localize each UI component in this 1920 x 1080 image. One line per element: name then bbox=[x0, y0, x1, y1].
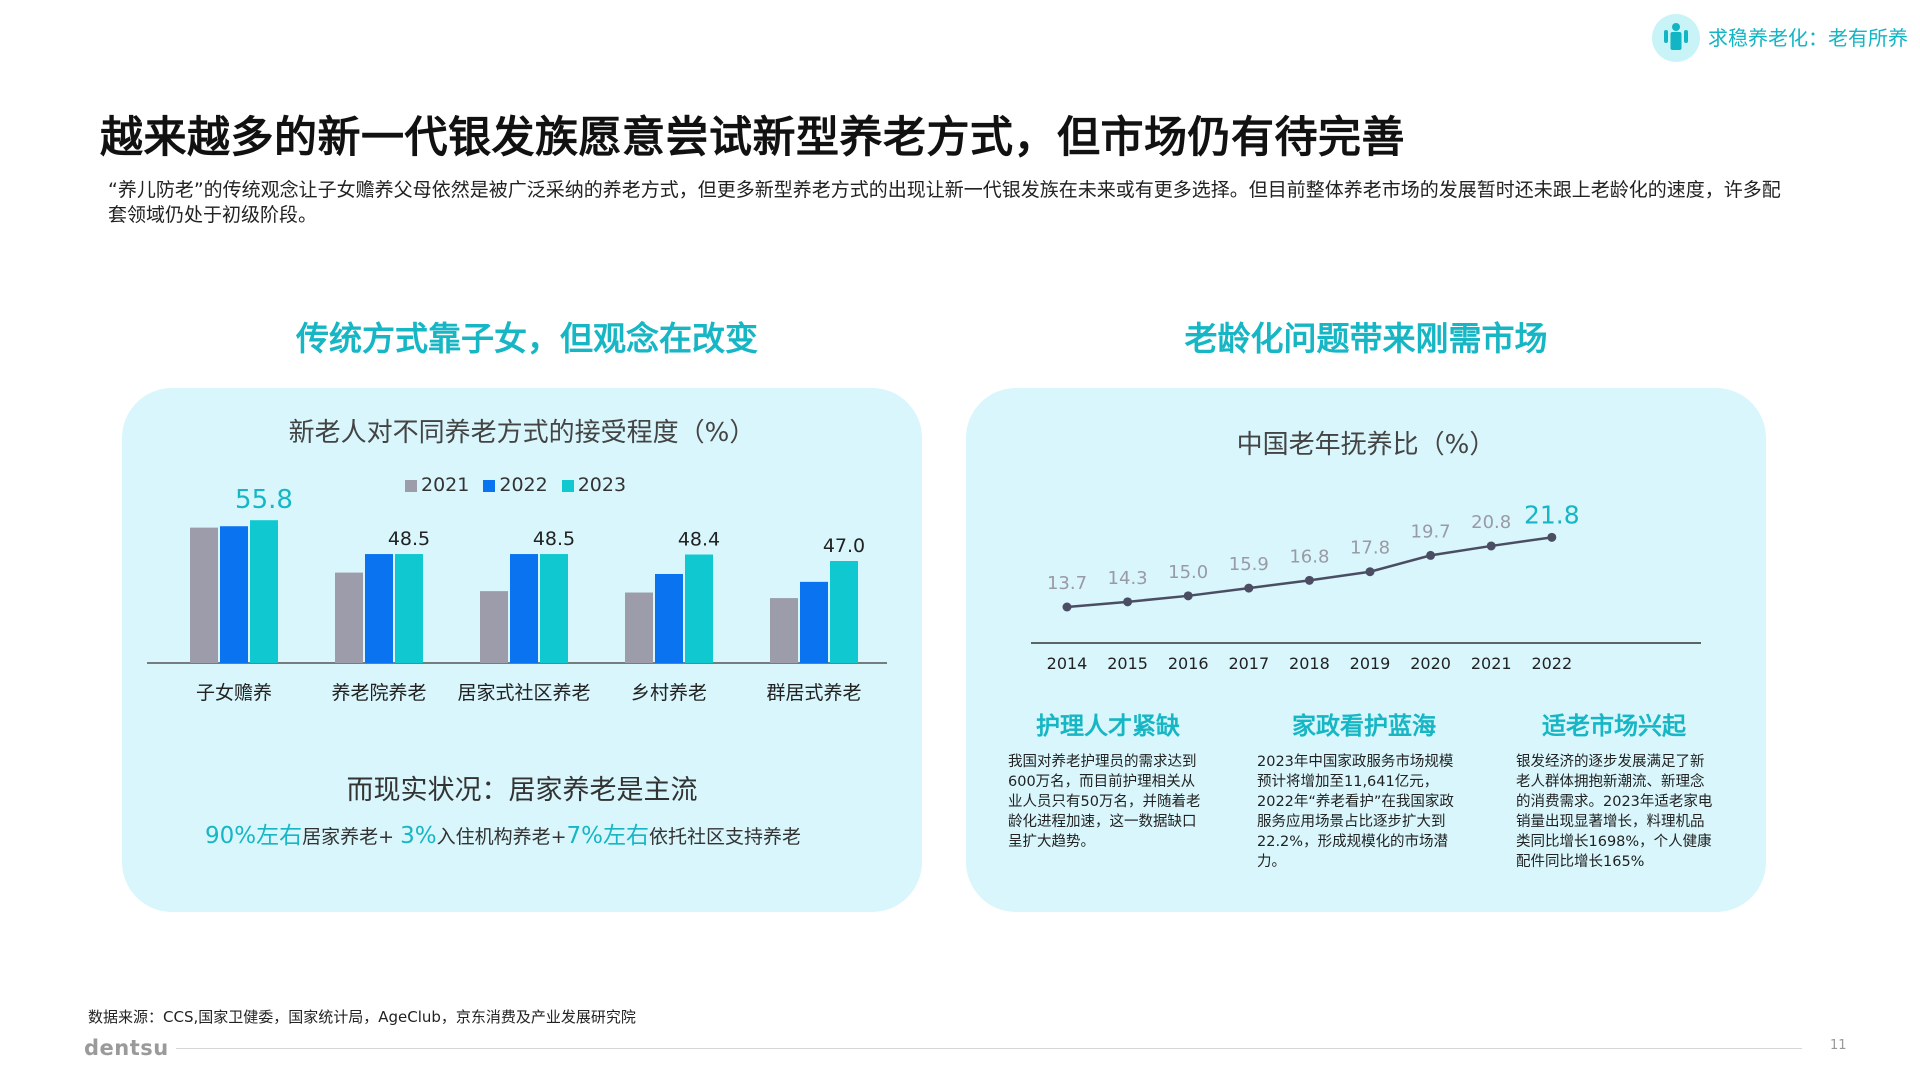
bar-2022-3 bbox=[655, 573, 683, 663]
line-point-2020 bbox=[1426, 550, 1436, 560]
card-text-nursing: 我国对养老护理员的需求达到600万名，而目前护理相关从业人员只有50万名，并随着… bbox=[1008, 754, 1201, 850]
bar-chart-title: 新老人对不同养老方式的接受程度（%） bbox=[288, 418, 756, 448]
line-data-label-2020: 19.7 bbox=[1411, 521, 1451, 542]
legend-swatch-2021 bbox=[405, 479, 417, 492]
card-text-housekeeping: 2023年中国家政服务市场规模预计将增加至11,641亿元，2022年“养老看护… bbox=[1257, 754, 1454, 870]
bar-data-label-1: 48.5 bbox=[388, 528, 430, 550]
line-data-label-2022: 21.8 bbox=[1524, 500, 1580, 529]
card-title-housekeeping: 家政看护蓝海 bbox=[1292, 712, 1436, 740]
line-x-label-2021: 2021 bbox=[1471, 654, 1512, 673]
bar-2022-2 bbox=[510, 554, 538, 663]
line-point-2015 bbox=[1123, 597, 1133, 607]
line-point-2014 bbox=[1062, 602, 1072, 612]
bar-2022-0 bbox=[220, 526, 248, 663]
bar-data-label-2: 48.5 bbox=[533, 528, 575, 550]
bar-2021-1 bbox=[335, 572, 363, 663]
reality-percent-community: 7%左右 bbox=[566, 823, 650, 849]
reality-label-community: 依托社区支持养老 bbox=[649, 826, 802, 848]
legend-2023: 2023 bbox=[561, 474, 626, 496]
header-badge: 求稳养老化：老有所养 bbox=[1708, 26, 1908, 50]
line-chart-title: 中国老年抚养比（%） bbox=[1236, 430, 1496, 460]
bar-category-label-1: 养老院养老 bbox=[331, 682, 426, 704]
line-point-2017 bbox=[1244, 583, 1254, 593]
line-x-label-2017: 2017 bbox=[1228, 654, 1269, 673]
bar-data-label-3: 48.4 bbox=[678, 529, 720, 551]
bar-2023-1 bbox=[395, 554, 423, 663]
legend-2021: 2021 bbox=[405, 474, 469, 496]
bar-chart-legend: 2021 2022 2023 bbox=[405, 474, 626, 496]
line-x-label-2018: 2018 bbox=[1289, 654, 1330, 673]
line-x-label-2014: 2014 bbox=[1047, 654, 1088, 673]
left-section-heading: 传统方式靠子女，但观念在改变 bbox=[296, 319, 758, 358]
bar-2023-3 bbox=[685, 554, 713, 663]
line-data-label-2021: 20.8 bbox=[1471, 512, 1511, 533]
person-icon bbox=[1652, 14, 1700, 62]
bar-data-label-4: 47.0 bbox=[823, 535, 865, 557]
page-subtitle: “养儿防老”的传统观念让子女赡养父母依然是被广泛采纳的养老方式，但更多新型养老方… bbox=[108, 179, 1781, 226]
bar-2021-3 bbox=[625, 592, 653, 663]
bar-data-label-0: 55.8 bbox=[235, 485, 293, 515]
right-section-heading: 老龄化问题带来刚需市场 bbox=[1184, 319, 1548, 358]
line-chart: 13.7 2014 14.3 2015 15.0 2016 15.9 2017 16.8 2018… bbox=[1031, 500, 1701, 673]
bar-2023-4 bbox=[830, 561, 858, 663]
line-data-label-2014: 13.7 bbox=[1047, 573, 1087, 594]
line-data-label-2015: 14.3 bbox=[1108, 568, 1148, 589]
bar-2022-1 bbox=[365, 554, 393, 663]
line-data-label-2016: 15.0 bbox=[1168, 562, 1208, 583]
line-x-label-2022: 2022 bbox=[1531, 654, 1572, 673]
line-x-label-2016: 2016 bbox=[1168, 654, 1209, 673]
line-point-2018 bbox=[1304, 575, 1314, 585]
bar-chart: 55.8 子女赡养 48.5 养老院养老 48.5 居家式社区养老 48.4 乡村养老 47.0… bbox=[147, 485, 887, 704]
page-number: 11 bbox=[1830, 1038, 1847, 1053]
line-point-2021 bbox=[1486, 541, 1496, 551]
reality-percent-institution: 3% bbox=[400, 823, 437, 849]
footer-divider bbox=[176, 1048, 1802, 1049]
brand-logo: dentsu bbox=[84, 1036, 169, 1060]
line-x-label-2019: 2019 bbox=[1350, 654, 1391, 673]
reality-heading: 而现实状况：居家养老是主流 bbox=[346, 775, 698, 806]
line-point-2016 bbox=[1183, 591, 1193, 601]
line-data-label-2018: 16.8 bbox=[1289, 546, 1329, 567]
legend-swatch-2023 bbox=[561, 479, 574, 492]
bar-2021-0 bbox=[190, 527, 218, 663]
line-data-label-2019: 17.8 bbox=[1350, 538, 1390, 559]
reality-label-institution: 入住机构养老+ bbox=[436, 826, 567, 848]
bar-2021-4 bbox=[770, 598, 798, 663]
line-point-2022 bbox=[1547, 532, 1557, 542]
legend-swatch-2022 bbox=[483, 479, 496, 492]
legend-2022: 2022 bbox=[483, 474, 548, 496]
bar-2021-2 bbox=[480, 591, 508, 663]
data-source: 数据来源：CCS,国家卫健委，国家统计局，AgeClub，京东消费及产业发展研究… bbox=[88, 1008, 636, 1026]
reality-label-home: 居家养老+ bbox=[302, 826, 401, 848]
card-title-nursing: 护理人才紧缺 bbox=[1036, 712, 1180, 740]
line-x-label-2020: 2020 bbox=[1410, 654, 1451, 673]
line-x-label-2015: 2015 bbox=[1107, 654, 1148, 673]
bar-2023-0 bbox=[250, 520, 278, 663]
bar-2023-2 bbox=[540, 554, 568, 663]
card-title-elderly-market: 适老市场兴起 bbox=[1542, 712, 1686, 740]
reality-percent-home: 90%左右 bbox=[205, 823, 303, 849]
bar-category-label-0: 子女赡养 bbox=[196, 682, 272, 704]
card-text-elderly-market: 银发经济的逐步发展满足了新老人群体拥抱新潮流、新理念的消费需求。2023年适老家… bbox=[1516, 754, 1713, 870]
line-data-label-2017: 15.9 bbox=[1229, 554, 1269, 575]
right-panel bbox=[966, 388, 1766, 912]
bar-category-label-2: 居家式社区养老 bbox=[457, 682, 590, 704]
bar-category-label-4: 群居式养老 bbox=[766, 682, 861, 704]
page-title: 越来越多的新一代银发族愿意尝试新型养老方式，但市场仍有待完善 bbox=[100, 113, 1405, 163]
bar-category-label-3: 乡村养老 bbox=[631, 682, 707, 704]
bar-2022-4 bbox=[800, 581, 828, 663]
reality-text: 90%左右居家养老+ 3%入住机构养老+7%左右依托社区支持养老 bbox=[205, 816, 801, 850]
line-point-2019 bbox=[1365, 567, 1375, 577]
